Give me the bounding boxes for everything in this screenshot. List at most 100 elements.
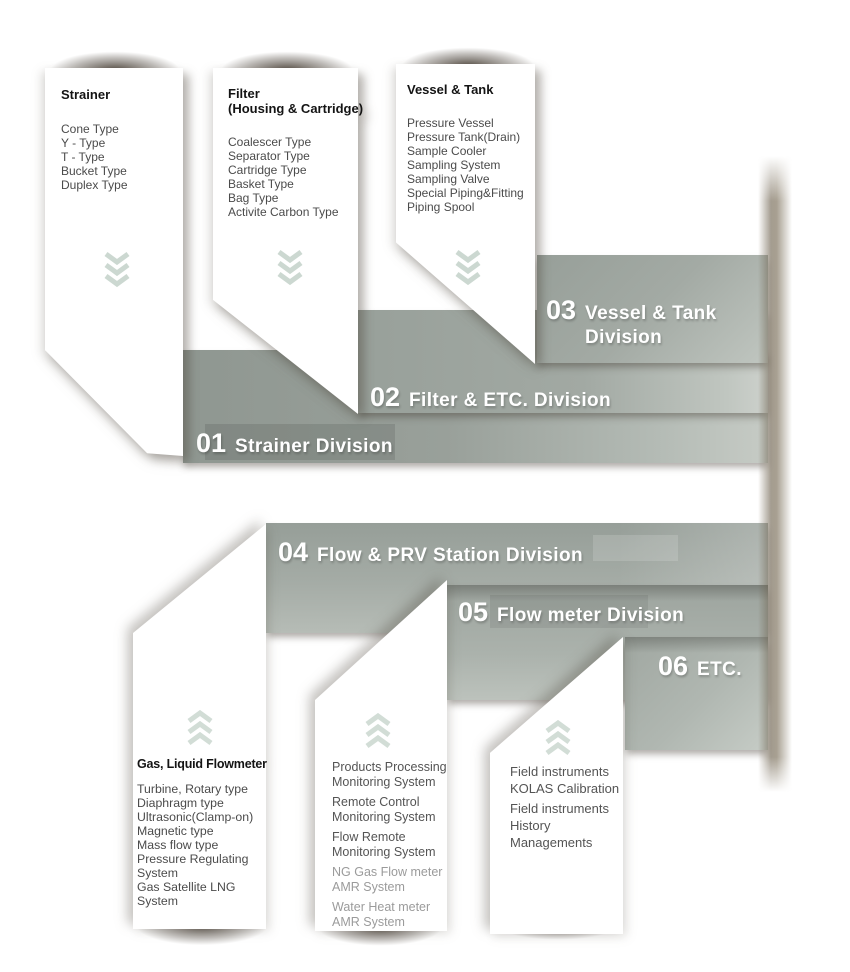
list-item: Y - Type [61,136,106,150]
list-item: Pressure Regulating [137,852,249,866]
ribbon-field-instruments: Field instruments KOLAS Calibration Fiel… [490,637,623,934]
item-line: Field instruments [510,764,609,779]
ribbon-title-line1: Filter [228,86,260,101]
bar-highlight-patch [490,595,648,628]
ribbon-gas-liquid-flowmeter: Gas, Liquid Flowmeter Turbine, Rotary ty… [133,524,267,929]
list-item: Separator Type [228,149,310,163]
ribbon-item-list: Turbine, Rotary type Diaphragm type Ultr… [137,782,253,908]
ribbon-title: Filter (Housing & Cartridge) [228,86,363,116]
list-item: Basket Type [228,177,294,191]
shadow-blob-top-filter [206,45,368,70]
triple-chevron-up-icon [365,713,391,749]
list-item: Ultrasonic(Clamp-on) [137,810,254,824]
division-label: Filter & ETC. Division [409,390,612,411]
ribbon-title: Vessel & Tank [407,82,494,97]
list-item: Products Processing Monitoring System [332,760,447,790]
list-item: Flow Remote Monitoring System [332,830,447,860]
list-item: Diaphragm type [137,796,224,810]
ribbon-item-list: Coalescer Type Separator Type Cartridge … [228,135,339,219]
list-item: Cone Type [61,122,119,136]
shadow-blob-bottom-flowmeter [122,926,282,952]
list-item: Piping Spool [407,200,475,214]
list-item: T - Type [61,150,105,164]
list-item: Cartridge Type [228,163,307,177]
ribbon-shape [396,64,535,364]
division-label: Flow & PRV Station Division [317,545,583,566]
item-line: Products Processing [332,760,447,774]
list-item: Activite Carbon Type [228,205,339,219]
list-item: Remote Control Monitoring System [332,795,447,825]
list-item: System [137,866,178,880]
item-line: Water Heat meter [332,900,431,914]
division-number: 06 [658,651,689,681]
list-item: Pressure Vessel [407,116,494,130]
ribbon-item-list: Pressure Vessel Pressure Tank(Drain) Sam… [407,116,524,214]
ribbon-title: Gas, Liquid Flowmeter [137,757,267,771]
shadow-blob-top-strainer [36,45,194,70]
division-bar-etc[interactable]: 06 ETC. [625,637,768,750]
list-item: Turbine, Rotary type [137,782,248,796]
ribbon-strainer: Strainer Cone Type Y - Type T - Type Buc… [45,68,183,456]
ribbon-shape [213,68,358,414]
bar-highlight-patch [205,424,395,460]
division-bar-vessel-tank[interactable]: 03 Vessel & Tank Division [537,255,768,363]
division-label-line1: Vessel & Tank [585,303,717,324]
division-label: Strainer Division [235,436,393,457]
item-line: KOLAS Calibration [510,781,620,796]
list-item: Coalescer Type [228,135,312,149]
ribbon-filter: Filter (Housing & Cartridge) Coalescer T… [213,68,363,414]
list-item: Pressure Tank(Drain) [407,130,521,144]
item-line: Monitoring System [332,845,436,859]
division-label: ETC. [697,659,742,680]
list-item: NG Gas Flow meter AMR System [332,865,447,895]
division-label: Vessel & Tank Division [585,302,717,350]
division-number: 05 [458,597,489,627]
triple-chevron-down-icon [104,251,130,288]
ribbon-item-list: Cone Type Y - Type T - Type Bucket Type … [61,122,128,192]
triple-chevron-down-icon [277,249,303,286]
list-item: Sample Cooler [407,144,487,158]
item-line: Monitoring System [332,775,436,789]
list-item: Special Piping&Fitting [407,186,524,200]
list-item: System [137,894,178,908]
division-number: 04 [278,537,309,567]
division-number: 03 [546,295,577,325]
list-item: Mass flow type [137,838,219,852]
triple-chevron-up-icon [187,710,213,746]
list-item: Bucket Type [61,164,127,178]
item-line: NG Gas Flow meter [332,865,443,879]
division-number: 01 [196,428,227,458]
bar-highlight-patch [593,535,678,561]
item-line: Flow Remote [332,830,406,844]
list-item: Water Heat meter AMR System [332,900,447,930]
list-item: Bag Type [228,191,279,205]
ribbon-item-list: Field instruments KOLAS Calibration Fiel… [510,763,623,854]
division-label-line2: Division [585,327,663,348]
triple-chevron-down-icon [455,249,481,286]
list-item: Sampling System [407,158,501,172]
division-label: Flow meter Division [497,605,685,626]
list-item: Gas Satellite LNG [137,880,236,894]
ribbon-title: Strainer [61,87,111,102]
list-item: Magnetic type [137,824,214,838]
ribbon-monitoring-systems: Products Processing Monitoring System Re… [315,580,447,931]
shadow-blob-bottom-monitor [305,928,455,952]
item-line: AMR System [332,880,405,894]
division-number: 02 [370,382,401,412]
list-item: Field instruments KOLAS Calibration [510,763,623,797]
ribbon-item-list: Products Processing Monitoring System Re… [332,760,447,935]
item-line: AMR System [332,915,405,929]
ribbon-vessel-tank: Vessel & Tank Pressure Vessel Pressure T… [396,64,535,364]
list-item: Sampling Valve [407,172,490,186]
list-item: Duplex Type [61,178,128,192]
item-line: Remote Control [332,795,420,809]
item-line: Field instruments [510,801,609,816]
shadow-blob-top-vessel [387,41,549,66]
triple-chevron-up-icon [545,720,571,756]
ribbon-title-line2: (Housing & Cartridge) [228,101,364,116]
page-curl-shadow [758,156,792,792]
item-line: History Managements [510,818,593,850]
item-line: Monitoring System [332,810,436,824]
list-item: Field instruments History Managements [510,800,623,851]
